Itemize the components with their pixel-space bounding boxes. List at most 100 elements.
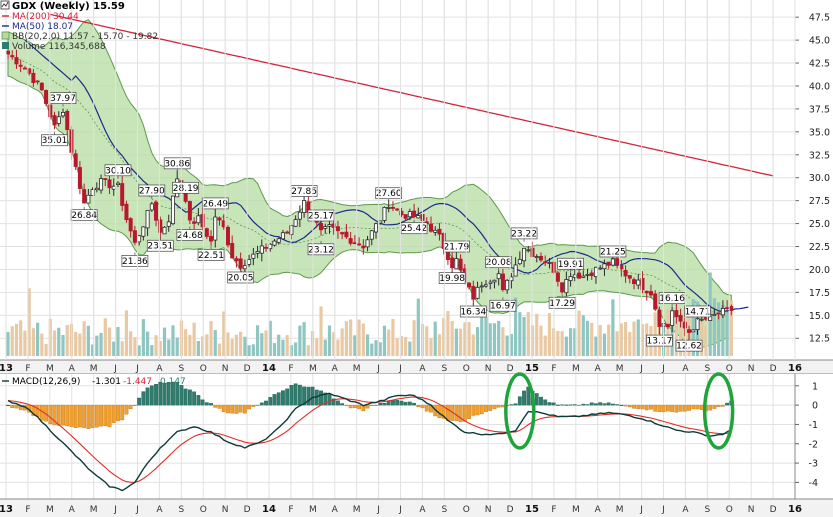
date-tick-label: M <box>353 505 361 515</box>
macd-histogram-bar <box>272 394 277 406</box>
candle-body <box>272 240 277 246</box>
volume-bar <box>222 311 226 356</box>
date-tick-label: O <box>200 364 207 374</box>
macd-tick-label: 1 <box>812 381 818 392</box>
macd-histogram-bar <box>598 402 603 406</box>
macd-histogram-bar <box>221 404 226 413</box>
macd-histogram-bar <box>48 404 53 425</box>
candle-body <box>196 215 201 224</box>
date-tick-label: A <box>69 505 76 515</box>
volume-bar <box>399 336 403 356</box>
volume-bar <box>353 335 357 356</box>
macd-histogram-bar <box>627 404 632 408</box>
candle-body <box>467 282 472 288</box>
candle-body <box>682 321 687 329</box>
macd-tick-label: -3 <box>809 459 818 470</box>
volume-bar <box>581 315 585 356</box>
price-tick-label: 45.0 <box>809 36 830 47</box>
price-annotation: 22.51 <box>197 246 225 261</box>
price-annotation: 21.79 <box>443 240 470 256</box>
candle-body <box>18 64 23 67</box>
date-tick-label: O <box>726 364 733 374</box>
price-annotation: 26.84 <box>70 206 98 221</box>
candle-body <box>204 228 209 237</box>
volume-bar <box>31 328 35 356</box>
candle-body <box>725 307 730 309</box>
candle-body <box>374 223 379 233</box>
candle-body <box>35 80 40 83</box>
candle-body <box>200 214 205 228</box>
price-annotation: 30.10 <box>104 164 132 179</box>
macd-histogram-bar <box>556 404 560 406</box>
date-tick-label: M <box>616 364 624 374</box>
legend-ma200: MA(200) 30.44 <box>12 12 79 22</box>
macd-histogram-bar <box>454 404 459 422</box>
candle-body <box>369 230 374 240</box>
volume-bar <box>459 328 463 356</box>
candle-body <box>488 281 493 284</box>
macd-histogram-bar <box>670 404 675 412</box>
macd-value-1: -1.301 <box>92 377 121 387</box>
volume-bar <box>40 333 44 356</box>
candle-body <box>691 329 696 333</box>
candle-body <box>395 208 400 211</box>
volume-bar <box>471 334 475 356</box>
macd-histogram-bar <box>230 404 235 414</box>
volume-bar <box>505 335 509 356</box>
price-annotation: 21.86 <box>121 252 149 267</box>
candle-body <box>352 242 357 245</box>
macd-histogram-bar <box>513 403 518 406</box>
price-annotation: 23.51 <box>146 237 174 252</box>
macd-histogram-bar <box>720 404 725 407</box>
annotation-label: 12.62 <box>676 342 702 352</box>
volume-bar <box>129 331 133 356</box>
macd-histogram-bar <box>154 384 158 406</box>
volume-bar <box>568 328 573 356</box>
date-tick-label: D <box>770 364 777 374</box>
macd-histogram-bar <box>653 404 658 412</box>
volume-bar <box>192 322 196 356</box>
volume-bar <box>585 320 590 356</box>
volume-bar <box>691 299 695 356</box>
volume-bar <box>226 332 230 356</box>
date-tick-label: J <box>135 364 139 374</box>
macd-histogram-bar <box>209 403 213 406</box>
volume-bar <box>103 318 107 356</box>
price-annotation: 16.34 <box>459 303 487 318</box>
candle-body <box>437 228 442 235</box>
candle-body <box>433 229 438 233</box>
candle-body <box>648 291 653 296</box>
macd-histogram-bar <box>391 400 395 406</box>
macd-histogram-bar <box>242 404 247 414</box>
macd-histogram-bar <box>619 404 624 406</box>
volume-bar <box>450 320 454 356</box>
volume-bar <box>573 328 577 356</box>
macd-histogram-bar <box>606 402 611 406</box>
candle-body <box>568 276 573 282</box>
candle-body <box>192 221 197 224</box>
candle-body <box>623 270 628 277</box>
volume-bar <box>454 328 458 356</box>
candle-body <box>577 272 582 279</box>
annotation-label: 20.08 <box>486 258 512 268</box>
macd-histogram-bar <box>399 400 404 406</box>
macd-histogram-bar <box>35 404 40 417</box>
macd-histogram-bar <box>124 404 129 415</box>
date-tick-label: M <box>90 505 98 515</box>
annotation-label: 22.51 <box>198 251 224 261</box>
candle-body <box>209 236 214 242</box>
candle-body <box>640 277 645 291</box>
macd-histogram-bar <box>564 404 569 406</box>
macd-histogram-bar <box>107 404 112 428</box>
annotation-label: 28.19 <box>173 184 199 194</box>
macd-histogram-bar <box>145 387 150 406</box>
annotation-label: 25.17 <box>308 212 334 222</box>
candle-body <box>31 72 36 83</box>
volume-bar <box>344 321 348 356</box>
price-annotation: 14.71 <box>684 305 711 320</box>
volume-bar <box>285 335 289 356</box>
date-tick-label: J <box>376 505 380 515</box>
macd-histogram-bar <box>259 402 264 406</box>
volume-bar <box>239 331 243 356</box>
highlight-ellipse <box>702 372 735 450</box>
